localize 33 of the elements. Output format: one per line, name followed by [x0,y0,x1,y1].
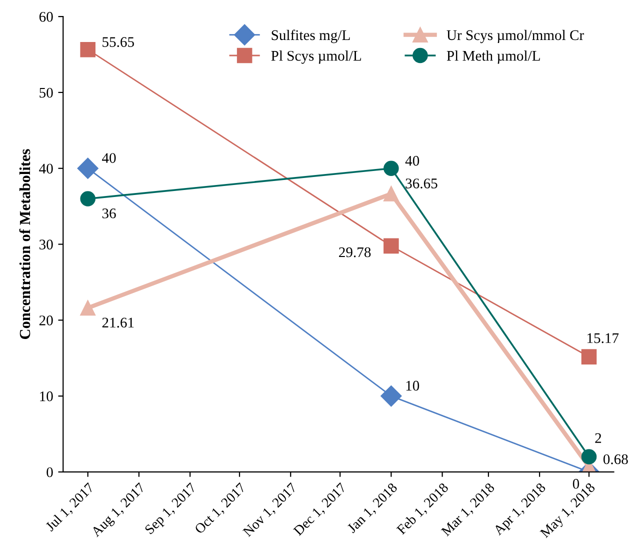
y-tick-label: 10 [40,391,53,402]
y-tick-label: 40 [39,164,53,174]
data-label: 36.65 [406,178,438,188]
point [384,238,399,254]
data-label: 40 [405,156,420,166]
point [581,349,597,364]
legend-label: Ur Scys µmol/mmol Cr [446,30,584,44]
data-label: 0.68 [603,454,628,464]
y-tick-label: 50 [40,88,53,98]
point [384,160,399,176]
data-label: 29.78 [339,247,371,258]
data-label: 55.65 [102,37,134,48]
data-label: 2 [595,433,602,443]
y-tick-label: 0 [46,467,53,478]
y-axis-title: Concentration of Metabolites [19,149,30,339]
point [380,386,402,407]
y-tick-label: 20 [39,316,53,326]
legend-label: Sulfites mg/L [272,30,350,44]
y-tick-label: 30 [40,240,53,250]
data-label: 10 [406,380,420,391]
point [384,186,399,202]
data-label: 40 [102,153,116,163]
point [581,449,597,464]
point [80,42,96,58]
point [80,300,96,316]
legend-label: Pl Meth µmol/L [446,50,540,64]
data-label: 15.17 [588,333,619,344]
legend-label: Pl Scys µmol/L [271,50,361,64]
data-label: 21.61 [102,318,134,328]
y-tick-label: 60 [39,12,53,22]
point [80,191,96,206]
point [77,158,98,179]
data-label: 36 [102,208,116,218]
